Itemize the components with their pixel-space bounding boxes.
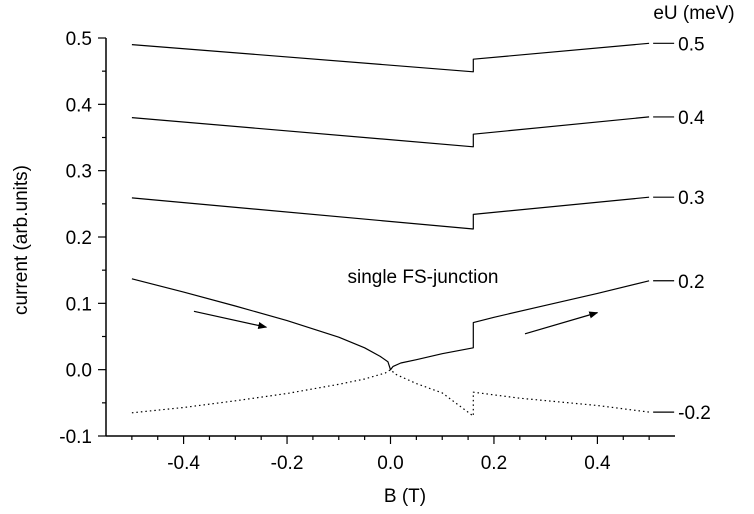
series-line xyxy=(131,369,650,417)
series-layer xyxy=(131,42,650,417)
legend-title: eU (meV) xyxy=(653,3,734,24)
direction-arrow xyxy=(524,311,599,335)
annotation-label: single FS-junction xyxy=(347,267,498,288)
y-tick-label: 0.5 xyxy=(66,29,92,50)
x-tick-label: 0.0 xyxy=(377,453,403,474)
x-tick-label: -0.2 xyxy=(271,453,304,474)
y-tick-label: 0.1 xyxy=(66,294,92,315)
axes: -0.4 -0.2 0.0 0.2 0.4 -0.1 0.0 0.1 0.2 0.3 0.4 0.5 xyxy=(59,29,675,474)
y-tick-label: 0.0 xyxy=(66,361,92,382)
series-label: 0.3 xyxy=(678,188,704,209)
label-layer: 0.5 0.4 0.3 0.2 -0.2 xyxy=(653,34,711,424)
series-label: 0.5 xyxy=(678,34,704,55)
series-label: 0.4 xyxy=(678,108,705,129)
x-axis-label: B (T) xyxy=(384,486,426,507)
direction-arrow xyxy=(193,310,268,329)
y-tick-label: 0.3 xyxy=(66,162,92,183)
y-axis-label: current (arb.units) xyxy=(11,165,32,315)
series-line xyxy=(131,278,650,371)
series-label: 0.2 xyxy=(678,272,704,293)
series-line xyxy=(131,116,650,148)
x-tick-label: 0.4 xyxy=(584,453,611,474)
series-line xyxy=(131,196,650,230)
x-tick-label: -0.4 xyxy=(167,453,200,474)
y-tick-label: 0.2 xyxy=(66,228,92,249)
y-tick-label: -0.1 xyxy=(59,427,92,448)
series-line xyxy=(131,42,650,73)
series-label: -0.2 xyxy=(678,403,711,424)
x-tick-label: 0.2 xyxy=(481,453,507,474)
y-tick-label: 0.4 xyxy=(66,95,93,116)
